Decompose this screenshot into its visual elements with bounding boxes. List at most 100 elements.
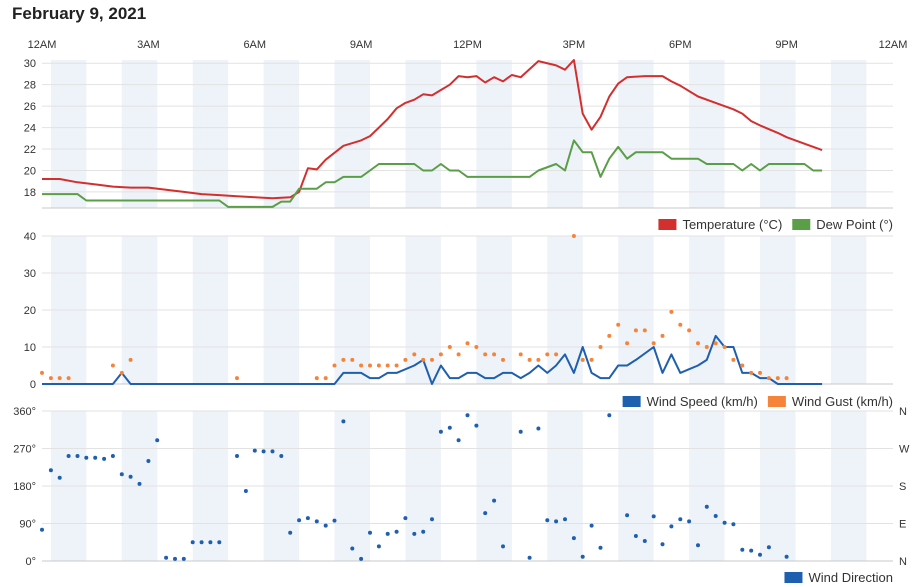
data-point-wind-direction [678,517,683,522]
data-point-wind-direction [110,454,115,458]
data-point-wind-direction [607,413,612,418]
data-point-wind-gust [616,322,621,327]
legend-label: Wind Direction [808,570,893,585]
y-tick-label: 18 [24,187,36,199]
data-point-wind-direction [155,438,160,443]
data-point-wind-direction [518,429,523,434]
hour-band [334,60,370,208]
data-point-wind-direction [128,474,133,479]
y-tick-label: 0° [25,556,36,568]
time-tick-label: 12AM [879,39,908,51]
data-point-wind-direction [651,514,656,519]
data-point-wind-gust [483,352,488,357]
compass-tick-label: S [899,481,906,493]
data-point-wind-direction [146,459,151,463]
data-point-wind-direction [305,516,310,521]
data-point-wind-gust [119,370,124,375]
data-point-wind-direction [93,455,98,460]
data-point-wind-direction [713,514,718,518]
series-line-wind-speed [42,334,823,385]
hour-band [760,60,796,208]
hour-band [689,60,725,208]
data-point-wind-direction [598,545,603,550]
y-tick-label: 20 [24,305,36,317]
data-point-wind-direction [119,472,124,477]
hour-band [263,60,300,208]
y-tick-label: 10 [24,342,36,354]
data-point-wind-gust [598,345,603,349]
time-tick-label: 9PM [775,39,798,51]
data-point-wind-gust [430,357,434,362]
y-tick-label: 20 [24,165,36,177]
data-point-wind-direction [332,518,337,523]
data-point-wind-direction [438,429,443,434]
y-tick-label: 26 [24,101,36,113]
y-tick-label: 28 [24,80,36,92]
data-point-wind-gust [669,309,674,314]
data-point-wind-direction [527,555,532,560]
data-point-wind-direction [243,489,248,493]
time-tick-label: 6AM [243,39,266,51]
data-point-wind-direction [403,516,408,521]
time-tick-label: 12AM [28,39,57,51]
data-point-wind-direction [84,455,89,460]
hour-band [618,60,654,208]
data-point-wind-direction [687,519,692,524]
legend-label: Dew Point (°) [816,217,893,232]
data-point-wind-direction [40,527,44,532]
legend-swatch [784,572,803,583]
data-point-wind-direction [722,520,727,525]
data-point-wind-direction [501,544,505,549]
data-point-wind-gust [580,357,585,362]
data-point-wind-direction [102,456,107,461]
legend-swatch [792,219,811,230]
data-point-wind-direction [137,481,142,486]
data-point-wind-direction [412,531,417,536]
data-point-wind-direction [394,529,399,534]
data-point-wind-direction [48,468,53,473]
hour-band [405,60,441,208]
y-tick-label: 24 [24,123,36,135]
data-point-wind-direction [696,543,700,548]
data-point-wind-gust [421,357,426,362]
data-point-wind-gust [554,352,559,357]
data-point-wind-direction [758,552,762,557]
data-point-wind-gust [784,376,789,381]
legend-swatch [767,396,786,407]
data-point-wind-direction [749,548,754,553]
data-point-wind-direction [766,545,771,550]
data-point-wind-gust [359,363,364,368]
data-point-wind-gust [385,363,390,368]
data-point-wind-direction [447,425,452,430]
data-point-wind-gust [66,376,71,381]
data-point-wind-direction [704,504,709,509]
data-point-wind-gust [749,370,754,375]
data-point-wind-direction [368,530,372,535]
y-tick-label: 90° [19,519,36,531]
hour-band [192,60,229,208]
data-point-wind-gust [660,333,665,338]
data-point-wind-gust [456,352,461,357]
data-point-wind-gust [571,234,576,238]
data-point-wind-gust [438,352,443,357]
data-point-wind-direction [297,518,302,523]
data-point-wind-direction [483,511,488,516]
time-tick-label: 3AM [137,39,160,51]
data-point-wind-direction [270,449,275,454]
data-point-wind-direction [625,513,630,518]
data-point-wind-direction [385,531,390,536]
data-point-wind-gust [341,357,346,362]
legend-label: Temperature (°C) [682,217,782,232]
data-point-wind-direction [323,523,328,528]
data-point-wind-direction [261,449,266,454]
legend-label: Wind Speed (km/h) [647,394,758,409]
data-point-wind-gust [696,341,700,346]
hour-band [50,60,87,208]
data-point-wind-gust [633,328,638,333]
data-point-wind-gust [589,357,594,362]
y-tick-label: 30 [24,58,36,70]
data-point-wind-direction [359,556,364,561]
data-point-wind-direction [660,542,665,547]
data-point-wind-direction [421,529,426,534]
